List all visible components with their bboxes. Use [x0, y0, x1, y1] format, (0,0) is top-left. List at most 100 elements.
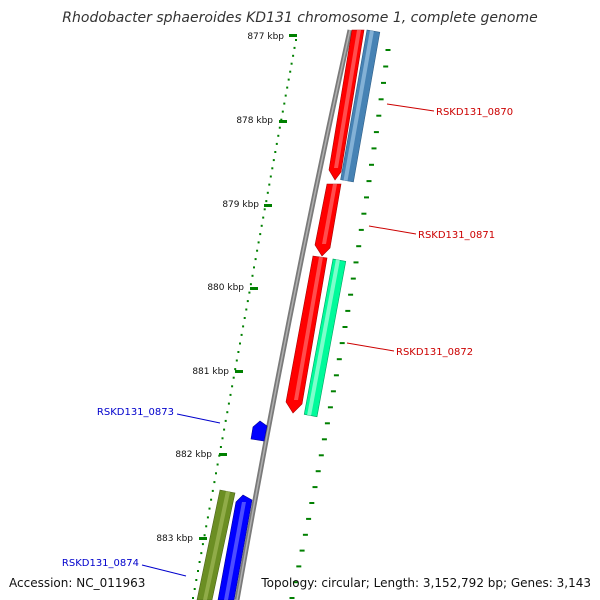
outer-tick-ring: [289, 49, 391, 599]
minor-tick-dot: [378, 98, 384, 101]
minor-tick-dot: [302, 533, 308, 536]
minor-tick-dot: [200, 552, 203, 555]
minor-tick-dot: [290, 62, 293, 65]
minor-tick-dot: [242, 325, 245, 328]
minor-tick-dot: [257, 241, 260, 244]
minor-tick-dot: [381, 81, 386, 84]
chromosome-backbone-highlight: [236, 29, 351, 600]
gene-label-RSKD131_0870[interactable]: RSKD131_0870: [436, 107, 513, 118]
gene-olive[interactable]: [196, 489, 236, 600]
minor-tick-dot: [342, 326, 348, 328]
minor-tick-dot: [215, 472, 217, 475]
minor-tick-dot: [321, 438, 327, 441]
minor-tick-dot: [353, 261, 359, 264]
minor-tick-dot: [272, 159, 275, 162]
topology-text: Topology: circular; Length: 3,152,792 bp…: [260, 576, 591, 590]
minor-tick-dot: [306, 517, 312, 520]
map-title: Rhodobacter sphaeroides KD131 chromosome…: [62, 10, 537, 26]
minor-tick-dot: [254, 258, 257, 261]
minor-tick-dot: [373, 131, 379, 134]
minor-tick-dot: [226, 411, 229, 414]
tick-label: 882 kbp: [175, 450, 212, 460]
tick-label: 878 kbp: [236, 116, 273, 126]
gene-label-RSKD131_0872[interactable]: RSKD131_0872: [396, 347, 473, 358]
minor-tick-dot: [336, 358, 342, 361]
minor-tick-dot: [366, 180, 372, 183]
minor-tick-dot: [299, 549, 305, 552]
accession-text: Accession: NC_011963: [9, 576, 145, 590]
tick-label: 883 kbp: [156, 534, 193, 544]
gene-label-RSKD131_0874[interactable]: RSKD131_0874: [62, 558, 139, 569]
gene-steelblue[interactable]: [340, 29, 381, 183]
minor-tick-dot: [213, 481, 216, 484]
gene-RSKD131_0870-forward[interactable]: [328, 29, 365, 181]
minor-tick-dot: [210, 498, 213, 501]
minor-tick-dot: [203, 534, 206, 537]
minor-tick-dot: [274, 151, 277, 153]
gene-label-RSKD131_0871[interactable]: RSKD131_0871: [418, 230, 495, 241]
tick-mark: [250, 287, 258, 290]
gene-RSKD131_0873-reverse[interactable]: [250, 420, 268, 442]
minor-tick-dot: [364, 196, 369, 199]
tick-label: 879 kbp: [222, 200, 259, 210]
minor-tick-dot: [275, 142, 278, 145]
minor-tick-dot: [283, 102, 286, 105]
minor-tick-dot: [227, 402, 230, 405]
gene-RSKD131_0874-reverse[interactable]: [217, 494, 253, 600]
minor-tick-dot: [278, 126, 281, 129]
minor-tick-dot: [289, 597, 295, 599]
minor-tick-dot: [256, 249, 259, 252]
minor-tick-dot: [253, 266, 255, 269]
minor-tick-dot: [269, 175, 272, 178]
gene-RSKD131_0871-forward[interactable]: [314, 183, 342, 257]
minor-tick-dot: [280, 118, 283, 121]
minor-tick-dot: [327, 406, 333, 409]
minor-tick-dot: [339, 342, 345, 345]
minor-tick-dot: [385, 49, 391, 51]
minor-tick-dot: [198, 561, 201, 563]
minor-tick-dot: [266, 191, 269, 194]
minor-tick-dot: [268, 183, 271, 186]
minor-tick-dot: [231, 385, 234, 388]
tick-mark: [264, 204, 272, 207]
minor-tick-dot: [249, 283, 252, 286]
minor-tick-dot: [201, 543, 204, 546]
gene-label-RSKD131_0873[interactable]: RSKD131_0873: [97, 407, 174, 418]
major-tick-879: 879 kbp: [222, 200, 272, 210]
minor-tick-dot: [296, 565, 302, 568]
minor-tick-dot: [324, 422, 330, 425]
minor-tick-dot: [235, 359, 238, 362]
minor-tick-dot: [350, 277, 356, 280]
minor-tick-dot: [193, 588, 196, 590]
minor-tick-dot: [345, 309, 351, 312]
callout-line-0872: [346, 342, 395, 352]
minor-tick-dot: [289, 70, 292, 73]
major-tick-882: 882 kbp: [175, 450, 227, 460]
minor-tick-dot: [259, 233, 262, 236]
tick-mark: [235, 370, 243, 373]
minor-tick-dot: [286, 86, 289, 89]
minor-tick-dot: [292, 581, 298, 584]
minor-tick-dot: [330, 390, 336, 393]
gene-steelblue-highlight: [343, 30, 374, 181]
minor-tick-dot: [234, 368, 237, 371]
minor-tick-dot: [295, 39, 297, 41]
minor-tick-dot: [223, 428, 226, 431]
callout-line-0870: [386, 103, 435, 112]
minor-tick-dot: [262, 216, 265, 219]
major-tick-880: 880 kbp: [207, 283, 258, 293]
minor-tick-dot: [284, 94, 287, 97]
minor-tick-dot: [211, 489, 214, 492]
callout-line-0873: [176, 413, 221, 424]
minor-tick-dot: [216, 463, 219, 466]
tick-label: 881 kbp: [192, 367, 229, 377]
minor-tick-dot: [237, 351, 240, 353]
gene-RSKD131_0872-forward[interactable]: [285, 255, 328, 414]
gene-aqua[interactable]: [303, 258, 347, 418]
minor-tick-dot: [265, 200, 268, 203]
minor-tick-dot: [248, 291, 251, 294]
minor-tick-dot: [371, 147, 377, 150]
minor-tick-dot: [195, 579, 198, 581]
callout-line-0874: [141, 564, 187, 577]
minor-tick-dot: [243, 317, 246, 319]
